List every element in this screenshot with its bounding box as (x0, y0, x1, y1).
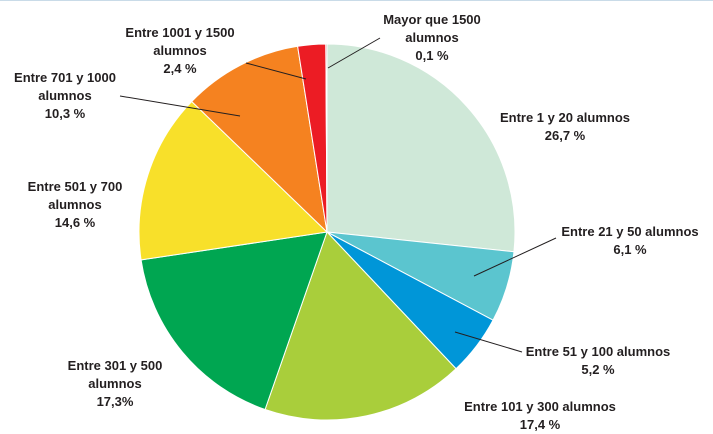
slice-label: Entre 501 y 700 alumnos 14,6 % (10, 178, 140, 232)
value-label: 17,4 % (519, 417, 561, 432)
slice-label: Entre 21 y 50 alumnos 6,1 % (530, 223, 713, 259)
category-label: Entre 51 y 100 alumnos (525, 344, 671, 359)
pie-slice (190, 45, 328, 234)
slice-label: Entre 1 y 20 alumnos 26,7 % (465, 109, 665, 145)
slice-label: Entre 701 y 1000 alumnos 10,3 % (0, 69, 130, 123)
value-label: 0,1 % (415, 48, 449, 63)
category-label: Entre 1001 y 1500 alumnos (125, 25, 235, 58)
value-label: 5,2 % (581, 362, 615, 377)
value-label: 6,1 % (613, 242, 647, 257)
category-label: Entre 501 y 700 alumnos (27, 179, 123, 212)
slice-label: Mayor que 1500 alumnos 0,1 % (372, 11, 492, 65)
value-label: 14,6 % (54, 215, 96, 230)
value-label: 2,4 % (163, 61, 197, 76)
leader-line (454, 331, 523, 353)
leader-lines (119, 37, 557, 353)
pie-slice (138, 100, 329, 261)
slice-label: Entre 1001 y 1500 alumnos 2,4 % (113, 24, 248, 78)
leader-line (119, 95, 241, 117)
pie-slice (326, 43, 516, 253)
leader-line (245, 62, 307, 80)
category-label: Entre 21 y 50 alumnos (561, 224, 699, 239)
category-label: Entre 1 y 20 alumnos (499, 110, 631, 125)
value-label: 17,3% (96, 394, 134, 409)
slice-label: Entre 301 y 500 alumnos 17,3% (50, 357, 180, 411)
leader-line (473, 237, 557, 277)
pie-slice (264, 231, 457, 421)
category-label: Entre 101 y 300 alumnos (464, 399, 616, 414)
value-label: 26,7 % (544, 128, 586, 143)
value-label: 10,3 % (44, 106, 86, 121)
category-label: Mayor que 1500 alumnos (383, 12, 481, 45)
category-label: Entre 301 y 500 alumnos (67, 358, 163, 391)
slice-label: Entre 51 y 100 alumnos 5,2 % (498, 343, 698, 379)
pie-slice (140, 231, 328, 411)
pie-slice (325, 43, 328, 233)
category-label: Entre 701 y 1000 alumnos (14, 70, 116, 103)
leader-line (327, 37, 381, 69)
slice-label: Entre 101 y 300 alumnos 17,4 % (440, 398, 640, 434)
